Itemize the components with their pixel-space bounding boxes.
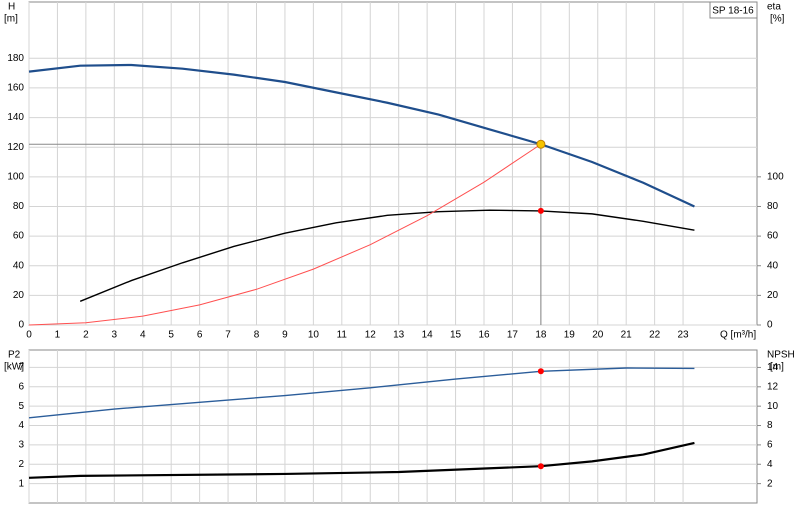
curve (79, 209, 695, 302)
y2-tick-label: 4 (767, 459, 773, 470)
x-tick-label: 1 (55, 330, 61, 341)
y2-tick-label: 100 (767, 171, 784, 182)
curve (28, 367, 695, 419)
x-tick-label: 17 (507, 330, 519, 341)
y-tick-label: 5 (18, 401, 24, 412)
y-tick-label: 20 (13, 290, 25, 301)
curve (28, 63, 695, 208)
y-axis-label: H (8, 2, 15, 13)
y-tick-label: 2 (18, 459, 24, 470)
x-tick-label: 14 (422, 330, 434, 341)
y-tick-label: 0 (18, 320, 24, 331)
x-axis-label: Q [m³/h] (720, 330, 756, 341)
x-tick-label: 7 (225, 330, 231, 341)
x-tick-label: 23 (678, 330, 690, 341)
x-tick-label: 6 (197, 330, 203, 341)
x-tick-label: 9 (282, 330, 288, 341)
y2-tick-label: 12 (767, 381, 779, 392)
y-tick-label: 1 (18, 478, 24, 489)
plot-area (28, 349, 758, 504)
y-tick-label: 100 (7, 171, 24, 182)
y2-axis-unit: [m] (770, 362, 784, 373)
curve (28, 143, 542, 326)
x-tick-label: 10 (308, 330, 320, 341)
y2-tick-label: 6 (767, 440, 773, 451)
y-tick-label: 4 (18, 420, 24, 431)
title-box (709, 1, 758, 19)
y-tick-label: 140 (7, 112, 24, 123)
y2-axis-label: NPSH (767, 350, 795, 361)
y-tick-label: 40 (13, 260, 25, 271)
x-tick-label: 12 (365, 330, 377, 341)
x-tick-label: 11 (337, 330, 348, 341)
x-tick-label: 13 (393, 330, 405, 341)
operating-point (537, 463, 544, 470)
y-tick-label: 7 (18, 362, 24, 373)
x-tick-label: 4 (140, 330, 146, 341)
x-tick-label: 8 (254, 330, 260, 341)
y2-tick-label: 0 (767, 320, 773, 331)
y2-tick-label: 10 (767, 401, 779, 412)
y2-tick-label: 80 (767, 201, 779, 212)
x-tick-label: 21 (621, 330, 633, 341)
plot-area (28, 1, 758, 326)
y-tick-label: 160 (7, 83, 24, 94)
y2-axis-unit: [%] (770, 14, 785, 25)
curve (28, 441, 695, 479)
operating-point (537, 368, 544, 375)
y2-tick-label: 20 (767, 290, 779, 301)
y-axis-unit: [kW] (4, 362, 24, 373)
x-tick-label: 3 (112, 330, 118, 341)
y2-tick-label: 2 (767, 478, 773, 489)
y2-tick-label: 40 (767, 260, 779, 271)
y2-tick-label: 8 (767, 420, 773, 431)
y-tick-label: 180 (7, 53, 24, 64)
x-tick-label: 18 (535, 330, 547, 341)
y-axis-label: P2 (8, 350, 21, 361)
y-tick-label: 60 (13, 231, 25, 242)
x-tick-label: 15 (450, 330, 462, 341)
y2-axis-label: eta (767, 2, 781, 13)
x-tick-label: 16 (478, 330, 490, 341)
y-tick-label: 80 (13, 201, 25, 212)
operating-point (537, 207, 544, 214)
x-tick-label: 20 (592, 330, 604, 341)
x-tick-label: 19 (564, 330, 576, 341)
chart-title: SP 18-16 (712, 6, 754, 17)
y2-tick-label: 60 (767, 231, 779, 242)
x-tick-label: 0 (26, 330, 32, 341)
y2-tick-label: 14 (767, 362, 779, 373)
operating-point (536, 139, 546, 149)
y-axis-unit: [m] (4, 14, 18, 25)
x-tick-label: 22 (649, 330, 661, 341)
y-tick-label: 6 (18, 381, 24, 392)
x-tick-label: 5 (168, 330, 174, 341)
y-tick-label: 120 (7, 142, 24, 153)
y-tick-label: 3 (18, 440, 24, 451)
x-tick-label: 2 (83, 330, 89, 341)
